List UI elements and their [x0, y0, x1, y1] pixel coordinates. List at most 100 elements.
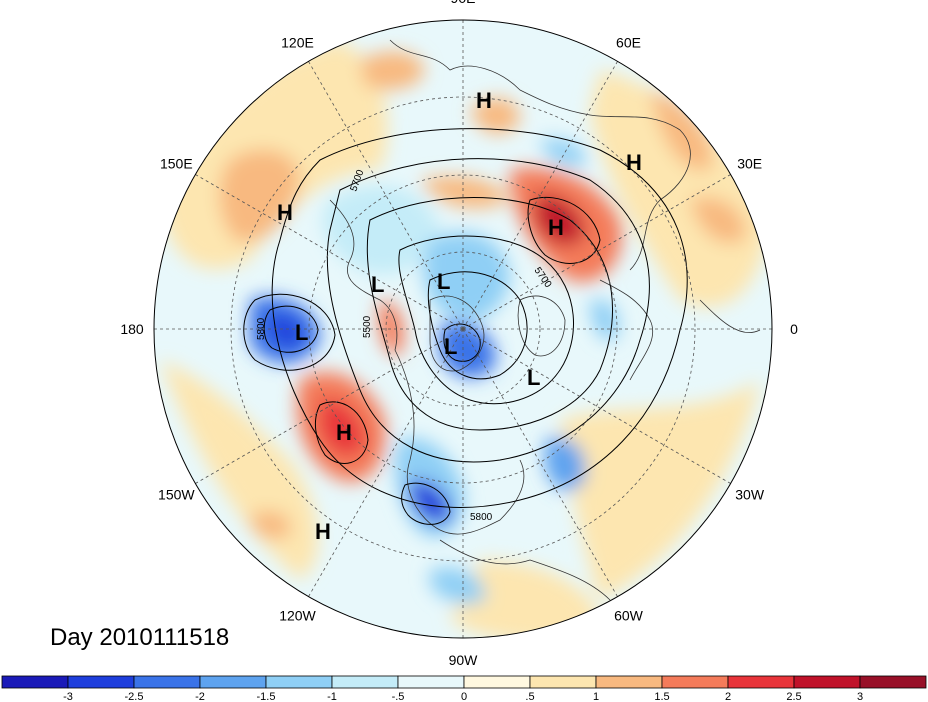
anom-blob-atlantic-pale	[560, 380, 760, 600]
pressure-center-label: H	[277, 200, 293, 225]
colorbar-swatch	[265, 675, 333, 689]
colorbar-tick-label: -3	[63, 691, 73, 702]
longitude-label: 30W	[735, 487, 765, 503]
colorbar-tick-label: 0	[461, 691, 467, 702]
anom-blob-europe-pale	[590, 70, 770, 308]
pressure-center-label: L	[437, 269, 450, 294]
anom-blob-goa-darkred	[320, 399, 365, 456]
pressure-center-label: L	[371, 272, 384, 297]
colorbar-tick-label: -1	[327, 691, 337, 702]
map-disc	[153, 19, 773, 639]
contour-value-label: 5800	[470, 512, 493, 523]
colorbar-swatch	[331, 675, 399, 689]
contour-5700	[326, 158, 650, 463]
pressure-center-label: H	[336, 420, 352, 445]
anom-blob-pacific-orange	[250, 511, 291, 539]
longitude-label: 150W	[158, 487, 195, 503]
chukotka-alaska-coast	[329, 199, 398, 351]
longitude-label: 90W	[449, 652, 479, 668]
contour-ural-high	[527, 196, 601, 264]
anom-blob-mexico-blue	[430, 567, 486, 605]
anom-blob-laptev-orange	[420, 176, 510, 209]
anom-blob-siberia-orange	[470, 97, 520, 134]
anom-blob-europe-orange	[690, 197, 746, 244]
contour-value-label: 5800	[256, 317, 267, 340]
scandinavia-coast	[599, 279, 654, 381]
longitude-label: 180	[120, 321, 144, 337]
anom-blob-north-asia-orange	[360, 51, 425, 90]
anom-blob-bering-darkblue	[270, 314, 303, 347]
pressure-center-label: H	[476, 88, 492, 113]
contour-5400	[427, 271, 528, 380]
arctic-islands	[429, 295, 485, 372]
anom-blob-greenland-blue	[590, 299, 619, 341]
longitude-label: 60W	[614, 608, 644, 624]
pressure-center-label: L	[527, 365, 540, 390]
colorbar-swatch	[397, 675, 465, 689]
colorbar-tick-label: 1	[593, 691, 599, 702]
anom-blob-usa-darkblue	[410, 479, 451, 524]
colorbar-tick-label: -2.5	[125, 691, 144, 702]
longitude-label: 90E	[451, 0, 476, 6]
longitude-label: 120W	[279, 608, 316, 624]
longitude-label: 120E	[281, 34, 314, 50]
colorbar-swatch	[793, 675, 861, 689]
disc-border	[153, 19, 773, 639]
longitude-label: 60E	[616, 34, 641, 50]
colorbar-tick-label: .5	[525, 691, 534, 702]
pressure-center-label: L	[444, 334, 457, 359]
central-america-coast	[439, 539, 611, 601]
contour-usa-low	[401, 482, 451, 525]
colorbar-tick-label: 2	[725, 691, 731, 702]
contour-5300	[443, 323, 481, 362]
north-america-coast	[394, 349, 525, 535]
africa-north-coast	[699, 299, 761, 333]
latitude-circle-60	[308, 174, 618, 484]
anom-blob-kara-blue	[540, 139, 586, 167]
colorbar-tick-label: -.5	[392, 691, 405, 702]
contour-value-label: 5500	[362, 315, 373, 338]
colorbar-swatch	[67, 675, 135, 689]
anom-blob-canadian-arctic-blue	[440, 322, 496, 378]
contour-bering-low	[263, 305, 319, 353]
latitude-circle-80	[385, 251, 541, 407]
latitude-circle-40	[230, 96, 696, 562]
longitude-labels: 90E 60E 30E 0 30W 60W 90W 120W 150W 180 150E 120E	[120, 0, 798, 668]
longitude-label: 150E	[160, 156, 193, 172]
colorbar-swatch	[529, 675, 597, 689]
anom-blob-ural-darkred	[535, 194, 585, 246]
anom-blob-east-asia-orange	[219, 149, 300, 242]
contour-5800	[271, 128, 688, 508]
contour-5500	[398, 235, 574, 405]
colorbar-swatch	[661, 675, 729, 689]
pressure-center-label: L	[295, 320, 308, 345]
greenland-outline	[517, 295, 566, 357]
pressure-centers: H H H H L L L L L H H	[277, 88, 642, 544]
longitude-label: 30E	[737, 156, 762, 172]
colorbar-tick-label: 3	[857, 691, 863, 702]
day-title: Day 2010111518	[50, 624, 229, 651]
contour-bering-low-outer	[243, 293, 336, 371]
colorbar-swatch	[727, 675, 795, 689]
anom-blob-atlantic-blue	[545, 437, 586, 491]
longitude-label: 0	[790, 321, 798, 337]
colorbar-tick-label: -2	[195, 691, 205, 702]
colorbar-swatch	[133, 675, 201, 689]
eurasia-north-coast	[389, 39, 691, 271]
graticule	[154, 20, 772, 638]
colorbar-tick-label: 1.5	[654, 691, 669, 702]
colorbar-tick-label: -1.5	[257, 691, 276, 702]
anomaly-shading	[154, 20, 772, 638]
height-contours	[243, 128, 688, 525]
colorbar-swatch	[595, 675, 663, 689]
colorbar-swatch	[463, 675, 531, 689]
colorbar-swatch	[1, 675, 69, 689]
pressure-center-label: H	[315, 519, 331, 544]
anom-blob-scandinavia-orange	[650, 90, 712, 171]
anom-blob-chukchi-pale-blue	[322, 185, 440, 275]
colorbar-tick-label: 2.5	[786, 691, 801, 702]
contour-5600	[366, 197, 613, 431]
colorbar-swatch	[859, 675, 927, 689]
colorbar: -3 -2.5 -2 -1.5 -1 -.5 0 .5 1 1.5 2 2.5 3	[1, 675, 927, 702]
